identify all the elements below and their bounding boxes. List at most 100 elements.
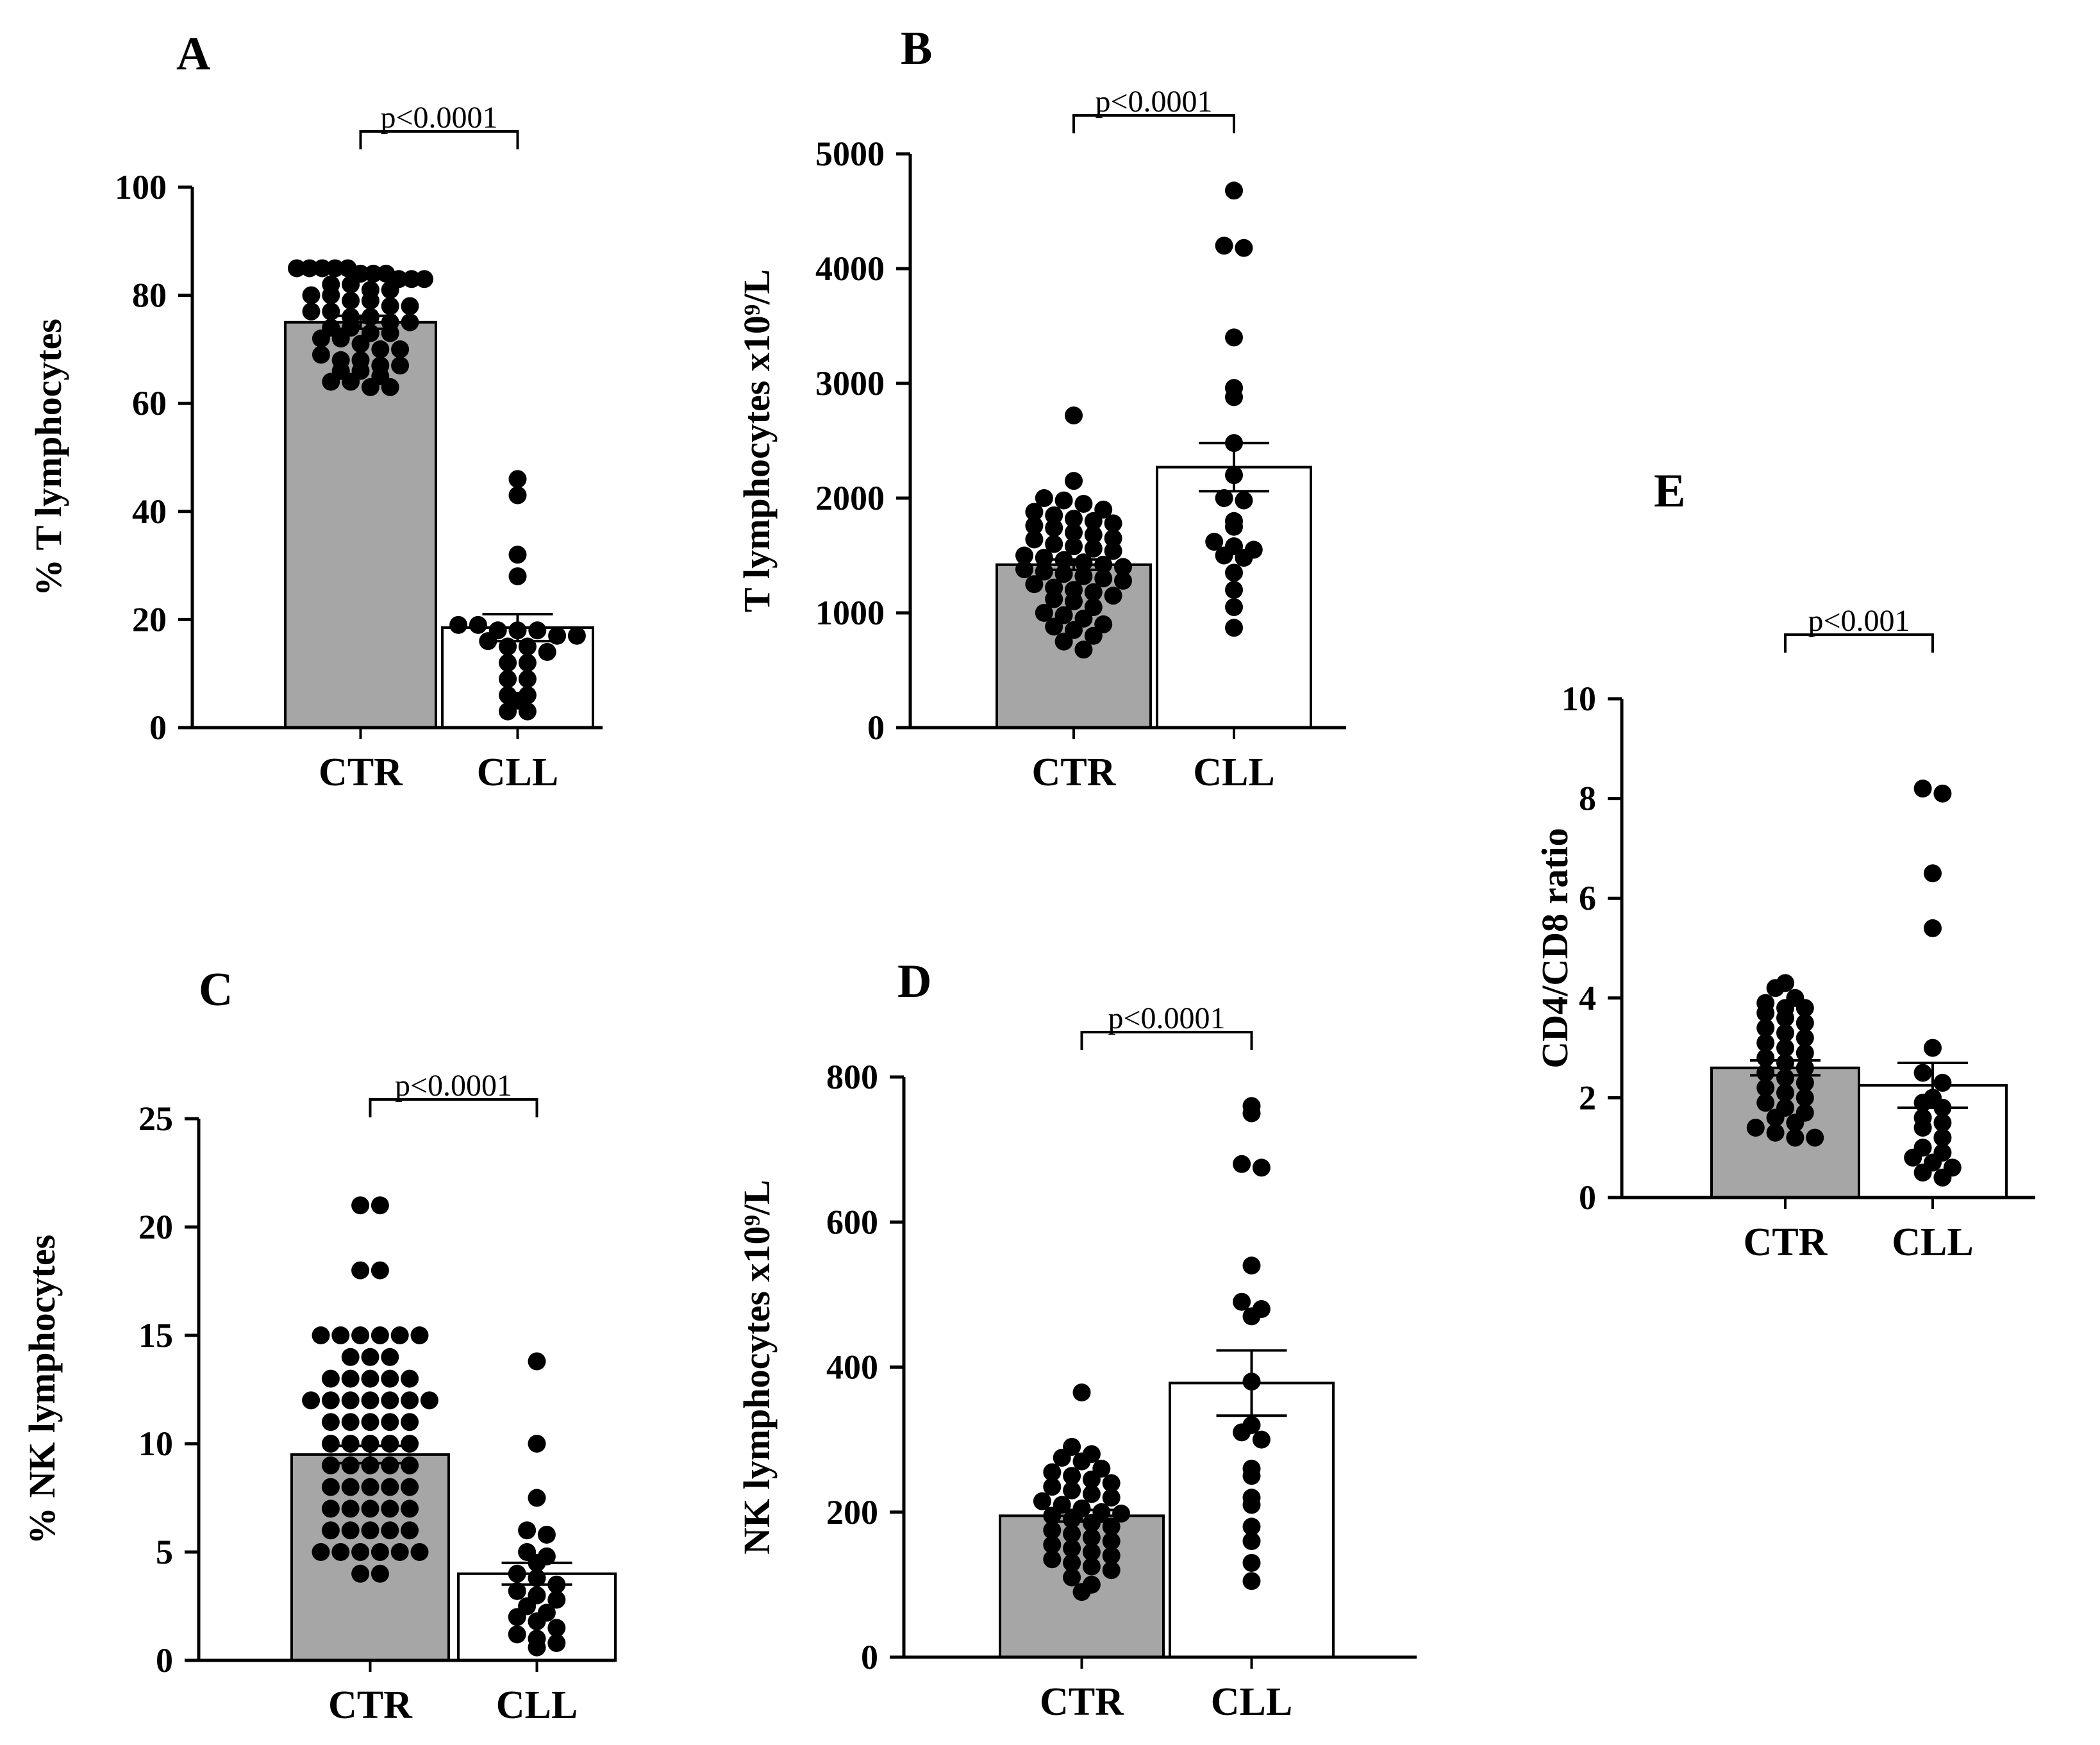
data-point xyxy=(1786,1128,1804,1147)
data-point xyxy=(401,313,419,331)
data-point xyxy=(342,372,360,391)
y-tick-label: 600 xyxy=(826,1203,878,1241)
data-point xyxy=(351,335,370,353)
y-tick-label: 80 xyxy=(132,276,167,315)
data-point xyxy=(508,1564,526,1583)
y-tick-label: 0 xyxy=(156,1641,173,1680)
panel-letter: C xyxy=(199,964,233,1016)
data-point xyxy=(1225,517,1243,536)
data-point xyxy=(528,1352,546,1371)
significance-label: p<0.0001 xyxy=(1108,1001,1225,1035)
data-point xyxy=(1035,549,1053,567)
y-tick-label: 800 xyxy=(826,1058,878,1096)
data-point xyxy=(381,281,399,299)
y-tick-label: 0 xyxy=(861,1638,878,1676)
data-point xyxy=(1025,516,1044,535)
data-point xyxy=(331,330,350,348)
data-point xyxy=(1756,1004,1775,1023)
data-point xyxy=(1924,1039,1942,1057)
data-point xyxy=(1025,530,1044,549)
data-point xyxy=(1242,1467,1261,1485)
data-point xyxy=(1054,632,1073,651)
data-point xyxy=(1114,571,1132,590)
y-tick-label: 20 xyxy=(138,1208,173,1246)
data-point xyxy=(371,340,390,358)
data-point xyxy=(1015,546,1033,565)
significance-label: p<0.001 xyxy=(1808,604,1910,638)
data-point xyxy=(1796,1029,1814,1048)
data-point xyxy=(361,1521,379,1540)
data-point xyxy=(1053,1448,1071,1467)
data-point xyxy=(508,567,527,585)
data-point xyxy=(341,1435,360,1453)
data-point xyxy=(1924,919,1942,937)
data-point xyxy=(361,1456,379,1474)
data-point xyxy=(341,1413,360,1432)
data-point xyxy=(342,292,360,310)
data-point xyxy=(288,259,306,278)
panel-letter: A xyxy=(176,28,210,80)
data-point xyxy=(499,670,517,689)
data-point xyxy=(381,1521,399,1540)
data-point xyxy=(1933,1114,1952,1132)
data-point xyxy=(351,1564,370,1583)
significance-label: p<0.0001 xyxy=(1095,85,1212,119)
data-point xyxy=(1913,1164,1932,1182)
data-point xyxy=(1072,1452,1091,1471)
data-point xyxy=(401,1391,419,1410)
data-point xyxy=(401,1499,419,1518)
data-point xyxy=(1072,1583,1091,1601)
data-point xyxy=(341,1521,360,1540)
x-category-label: CLL xyxy=(477,751,558,794)
data-point xyxy=(1806,1128,1824,1147)
data-point xyxy=(1235,238,1253,257)
data-point xyxy=(1094,569,1113,588)
y-tick-label: 0 xyxy=(149,708,167,747)
data-point xyxy=(1756,1078,1775,1097)
data-point xyxy=(321,1521,340,1540)
x-category-label: CLL xyxy=(1211,1680,1292,1724)
data-point xyxy=(321,1391,340,1410)
data-point xyxy=(401,1478,419,1496)
data-point xyxy=(331,1543,350,1561)
data-point xyxy=(1766,1123,1785,1142)
data-point xyxy=(391,356,410,375)
y-tick-label: 60 xyxy=(132,384,167,422)
data-point xyxy=(1082,1470,1101,1489)
data-point xyxy=(371,1196,389,1215)
data-point xyxy=(1215,546,1233,565)
data-point xyxy=(1796,1058,1814,1077)
data-point xyxy=(321,1369,340,1388)
y-axis-label: NK lymphocytes x10⁹/L xyxy=(736,1180,778,1555)
x-category-label: CTR xyxy=(328,1683,413,1727)
data-point xyxy=(1242,1257,1261,1275)
significance-label: p<0.0001 xyxy=(395,1069,512,1103)
data-point xyxy=(1756,1019,1775,1037)
data-point xyxy=(508,486,527,505)
significance-bracket xyxy=(1080,1031,1253,1050)
data-point xyxy=(1035,489,1053,507)
data-point xyxy=(1796,999,1814,1017)
data-point xyxy=(390,1326,409,1344)
x-category-label: CTR xyxy=(1744,1221,1828,1264)
x-category-label: CTR xyxy=(1040,1680,1124,1724)
data-point xyxy=(401,1456,419,1474)
y-tick-label: 15 xyxy=(138,1316,173,1355)
data-point xyxy=(547,1633,566,1652)
data-point xyxy=(1065,537,1083,556)
panel-letter: D xyxy=(897,955,931,1008)
data-point xyxy=(1933,1074,1952,1092)
data-point xyxy=(1766,1108,1785,1127)
significance-label: p<0.0001 xyxy=(380,101,497,135)
data-point xyxy=(1063,1568,1081,1587)
data-point xyxy=(415,270,433,288)
data-point xyxy=(1215,237,1233,255)
data-point xyxy=(321,1435,340,1453)
significance-bracket xyxy=(1072,114,1235,133)
data-point xyxy=(1043,1550,1062,1569)
data-point xyxy=(381,1391,399,1410)
data-point xyxy=(1082,1514,1101,1532)
data-point xyxy=(1756,1064,1775,1082)
data-point xyxy=(410,1326,429,1344)
